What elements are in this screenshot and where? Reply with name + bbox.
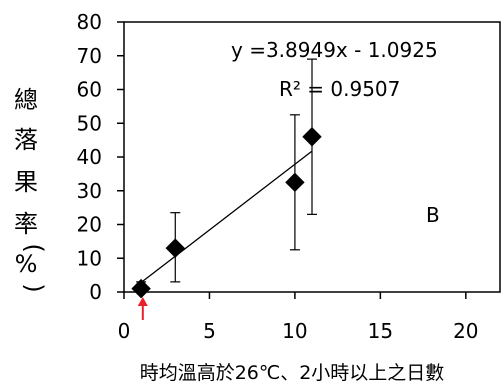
y-axis-label-char: 總 bbox=[14, 86, 38, 114]
x-tick-label: 0 bbox=[118, 319, 131, 343]
data-point bbox=[285, 172, 305, 193]
y-axis-label-char: ( bbox=[20, 243, 48, 252]
panel-label: B bbox=[426, 203, 440, 227]
x-tick-label: 20 bbox=[453, 319, 478, 343]
trendline bbox=[140, 150, 313, 284]
plot-area: 0 10 20 30 40 50 60 70 80 0 5 10 15 20 bbox=[77, 10, 501, 343]
y-tick-label: 50 bbox=[77, 111, 102, 135]
x-tick-label: 10 bbox=[282, 319, 307, 343]
y-tick-label: 20 bbox=[77, 213, 102, 237]
x-tick-label: 15 bbox=[368, 319, 393, 343]
y-tick-label: 60 bbox=[77, 78, 102, 102]
y-axis-label-char: % bbox=[15, 250, 38, 278]
arrow-head bbox=[137, 297, 148, 306]
y-axis-label-char: 落 bbox=[14, 126, 38, 154]
x-tick-label: 5 bbox=[203, 319, 216, 343]
data-point bbox=[165, 238, 185, 258]
y-tick-label: 10 bbox=[77, 246, 102, 270]
y-tick-label: 80 bbox=[77, 10, 102, 34]
r-squared-label: R² = 0.9507 bbox=[279, 77, 400, 101]
y-tick-label: 70 bbox=[77, 44, 102, 68]
data-point bbox=[302, 127, 322, 147]
y-tick-label: 30 bbox=[77, 179, 102, 203]
y-axis-label-char: 果 bbox=[14, 168, 38, 196]
equation-label: y =3.8949x - 1.0925 bbox=[231, 38, 438, 62]
y-tick-label: 40 bbox=[77, 145, 102, 169]
data-point bbox=[131, 278, 151, 299]
y-tick-label: 0 bbox=[89, 280, 102, 304]
y-axis-label-char: ) bbox=[20, 283, 48, 292]
x-axis-label: 時均溫高於26℃、2小時以上之日數 bbox=[140, 362, 445, 384]
y-axis-label-char: 率 bbox=[14, 210, 38, 238]
